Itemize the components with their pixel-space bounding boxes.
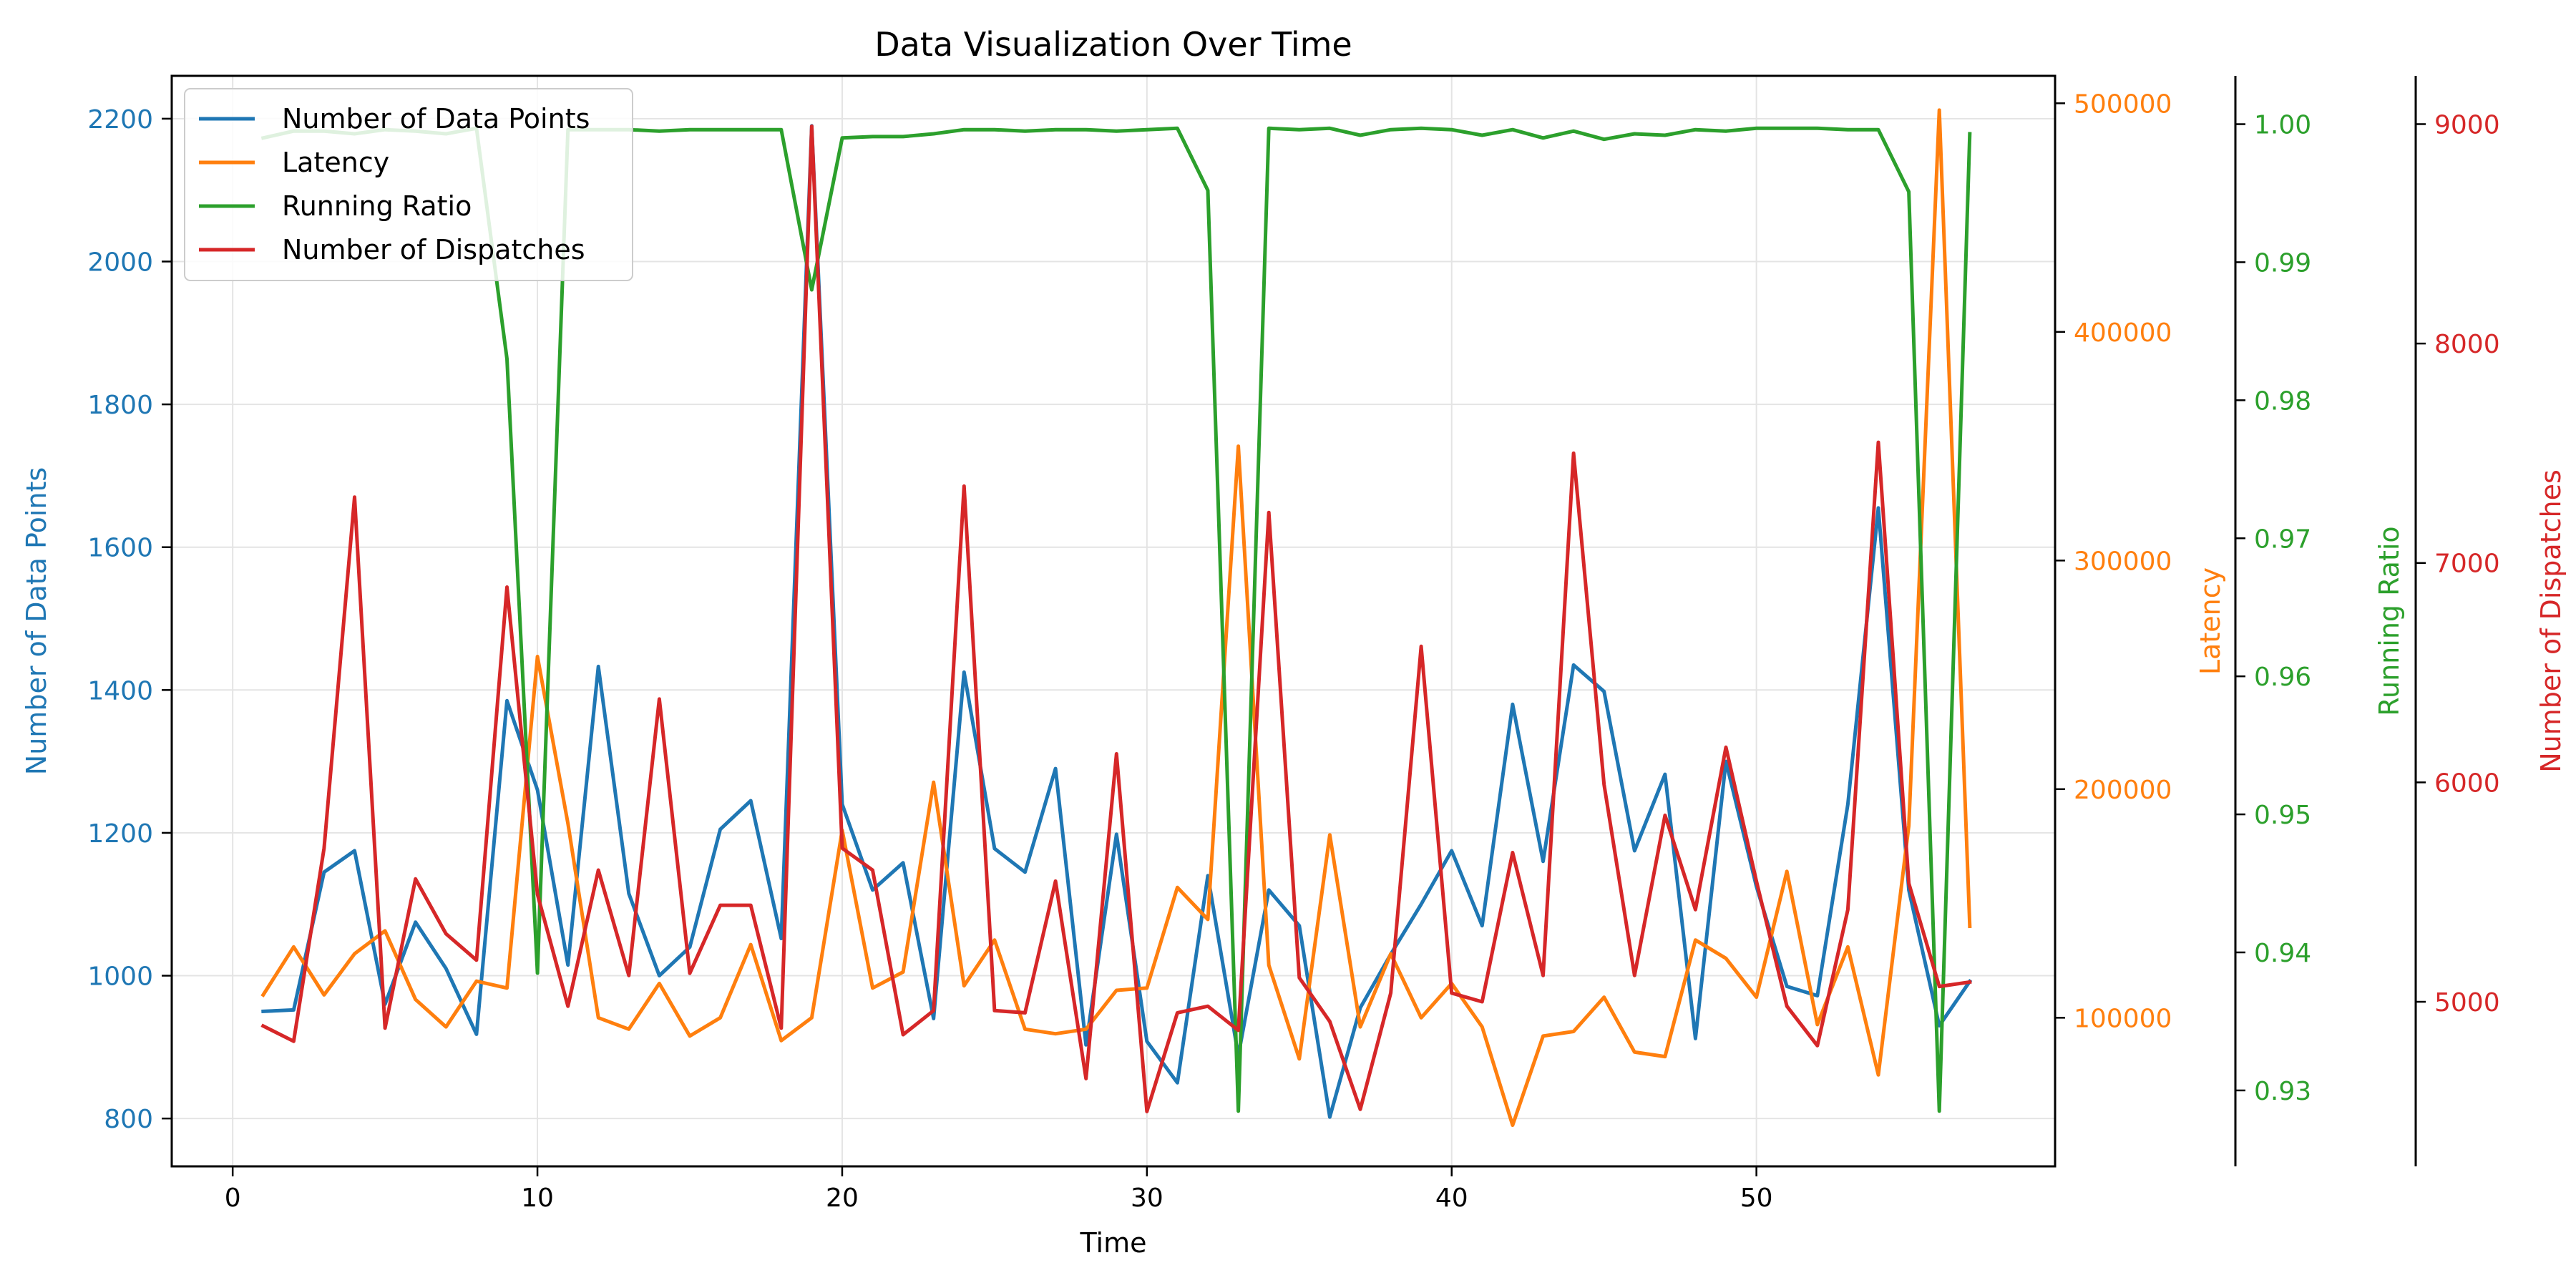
x-tick-label: 0 (225, 1184, 241, 1213)
y-tick-label-number-of-data-points: 2200 (87, 105, 153, 135)
y-tick-label-number-of-dispatches: 9000 (2434, 110, 2500, 140)
y-tick-label-number-of-data-points: 2000 (87, 248, 153, 277)
legend-label-number-of-data-points: Number of Data Points (282, 103, 590, 135)
y-tick-label-number-of-dispatches: 6000 (2434, 769, 2500, 798)
x-tick-label: 40 (1435, 1184, 1468, 1213)
y-tick-label-running-ratio: 0.95 (2254, 801, 2311, 830)
series-line-number-of-dispatches (260, 125, 1972, 1113)
y-tick-label-running-ratio: 0.96 (2254, 663, 2311, 692)
grid (172, 76, 2055, 1166)
axes: 0 10 20 30 40 50 800 1000 1200 1400 1600 1800 2000 22… (21, 74, 2567, 1213)
chart-title: Data Visualization Over Time (874, 25, 1352, 64)
legend-label-latency: Latency (282, 147, 389, 178)
y-tick-label-latency: 500000 (2074, 89, 2172, 119)
y-axis-label-running-ratio: Running Ratio (2373, 526, 2405, 716)
legend-box (184, 88, 633, 281)
y-axis-label-number-of-dispatches: Number of Dispatches (2535, 469, 2567, 773)
x-tick-label: 10 (521, 1184, 554, 1213)
x-tick-label: 50 (1740, 1184, 1773, 1213)
y-tick-label-latency: 200000 (2074, 776, 2172, 805)
y-tick-label-running-ratio: 0.99 (2254, 248, 2311, 278)
y-tick-label-running-ratio: 0.98 (2254, 386, 2311, 416)
y-tick-label-number-of-data-points: 1200 (87, 819, 153, 849)
y-axis-label-number-of-data-points: Number of Data Points (21, 467, 52, 775)
y-tick-label-number-of-data-points: 1600 (87, 534, 153, 563)
y-axis-label-latency: Latency (2195, 567, 2226, 675)
x-tick-label: 30 (1131, 1184, 1163, 1213)
x-axis-label: Time (1080, 1227, 1147, 1259)
series-line-number-of-data-points (261, 124, 1973, 1119)
y-tick-label-number-of-data-points: 1000 (87, 962, 153, 992)
plot-frame (170, 74, 2057, 1168)
x-tick-label: 20 (826, 1184, 859, 1213)
y-tick-label-latency: 100000 (2074, 1004, 2172, 1033)
y-tick-label-latency: 400000 (2074, 318, 2172, 348)
y-tick-label-number-of-data-points: 1800 (87, 391, 153, 420)
plot-lines (260, 108, 1973, 1127)
y-tick-label-running-ratio: 0.97 (2254, 525, 2311, 554)
legend-label-running-ratio: Running Ratio (282, 190, 472, 222)
y-tick-label-latency: 300000 (2074, 547, 2172, 576)
y-tick-label-running-ratio: 1.00 (2254, 111, 2311, 140)
series-line-running-ratio (260, 126, 1972, 1113)
y-tick-label-number-of-dispatches: 8000 (2434, 330, 2500, 359)
y-tick-label-number-of-dispatches: 7000 (2434, 550, 2500, 579)
y-tick-label-running-ratio: 0.93 (2254, 1077, 2311, 1106)
y-tick-label-number-of-dispatches: 5000 (2434, 988, 2500, 1018)
y-tick-label-running-ratio: 0.94 (2254, 939, 2311, 968)
legend: Number of Data Points Latency Running Rati… (184, 88, 633, 281)
y-tick-label-number-of-data-points: 1400 (87, 676, 153, 706)
legend-label-number-of-dispatches: Number of Dispatches (282, 234, 585, 265)
y-tick-label-number-of-data-points: 800 (104, 1105, 153, 1134)
